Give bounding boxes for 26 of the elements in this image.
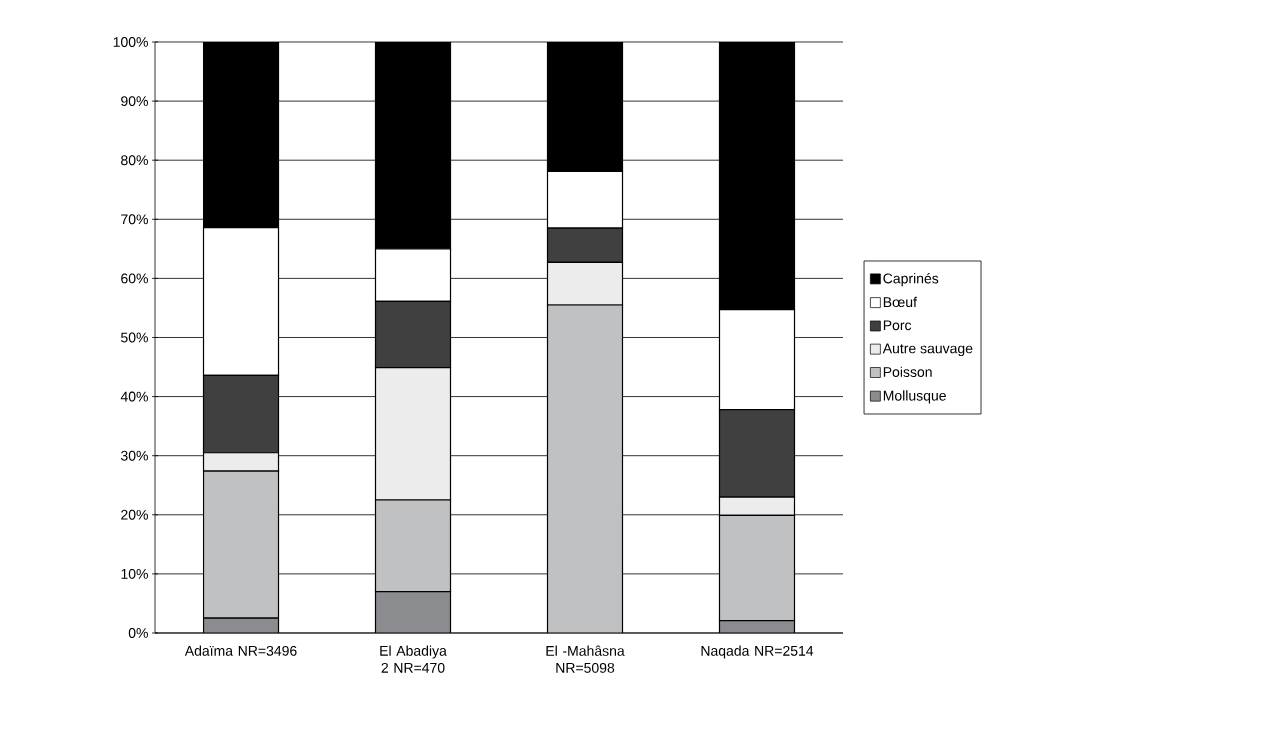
y-tick-label: 40% (120, 391, 148, 402)
x-tick-label: El -Mahâsna NR=5098 (546, 645, 625, 673)
legend-label: Porc (883, 320, 912, 331)
legend-label: Caprinés (883, 272, 939, 287)
y-tick-label: 10% (121, 568, 148, 579)
y-tick-label: 50% (121, 332, 148, 343)
x-tick-label: Adaïma NR=3496 (184, 645, 297, 656)
legend-label: Poisson (883, 366, 932, 377)
legend-label: Bœuf (883, 296, 917, 308)
bar (374, 591, 452, 633)
bar (202, 470, 280, 619)
bar (374, 499, 452, 593)
y-tick-label: 100% (113, 37, 148, 47)
y-tick-label: 80% (121, 155, 148, 166)
y-tick-label: 0% (128, 628, 148, 638)
x-tick-label: El Abadiya 2 NR=470 (380, 645, 447, 673)
y-tick-label: 90% (121, 96, 148, 107)
y-tick-label: 70% (121, 214, 148, 225)
x-tick-label: Naqada NR=2514 (701, 645, 814, 659)
y-tick-label: 20% (121, 509, 148, 520)
legend-label: Mollusque (883, 390, 946, 404)
y-tick-label: 60% (121, 273, 148, 284)
legend-label: Autre sauvage (882, 343, 973, 357)
y-tick-label: 30% (120, 450, 148, 461)
bar (546, 304, 624, 633)
bar (718, 514, 796, 622)
